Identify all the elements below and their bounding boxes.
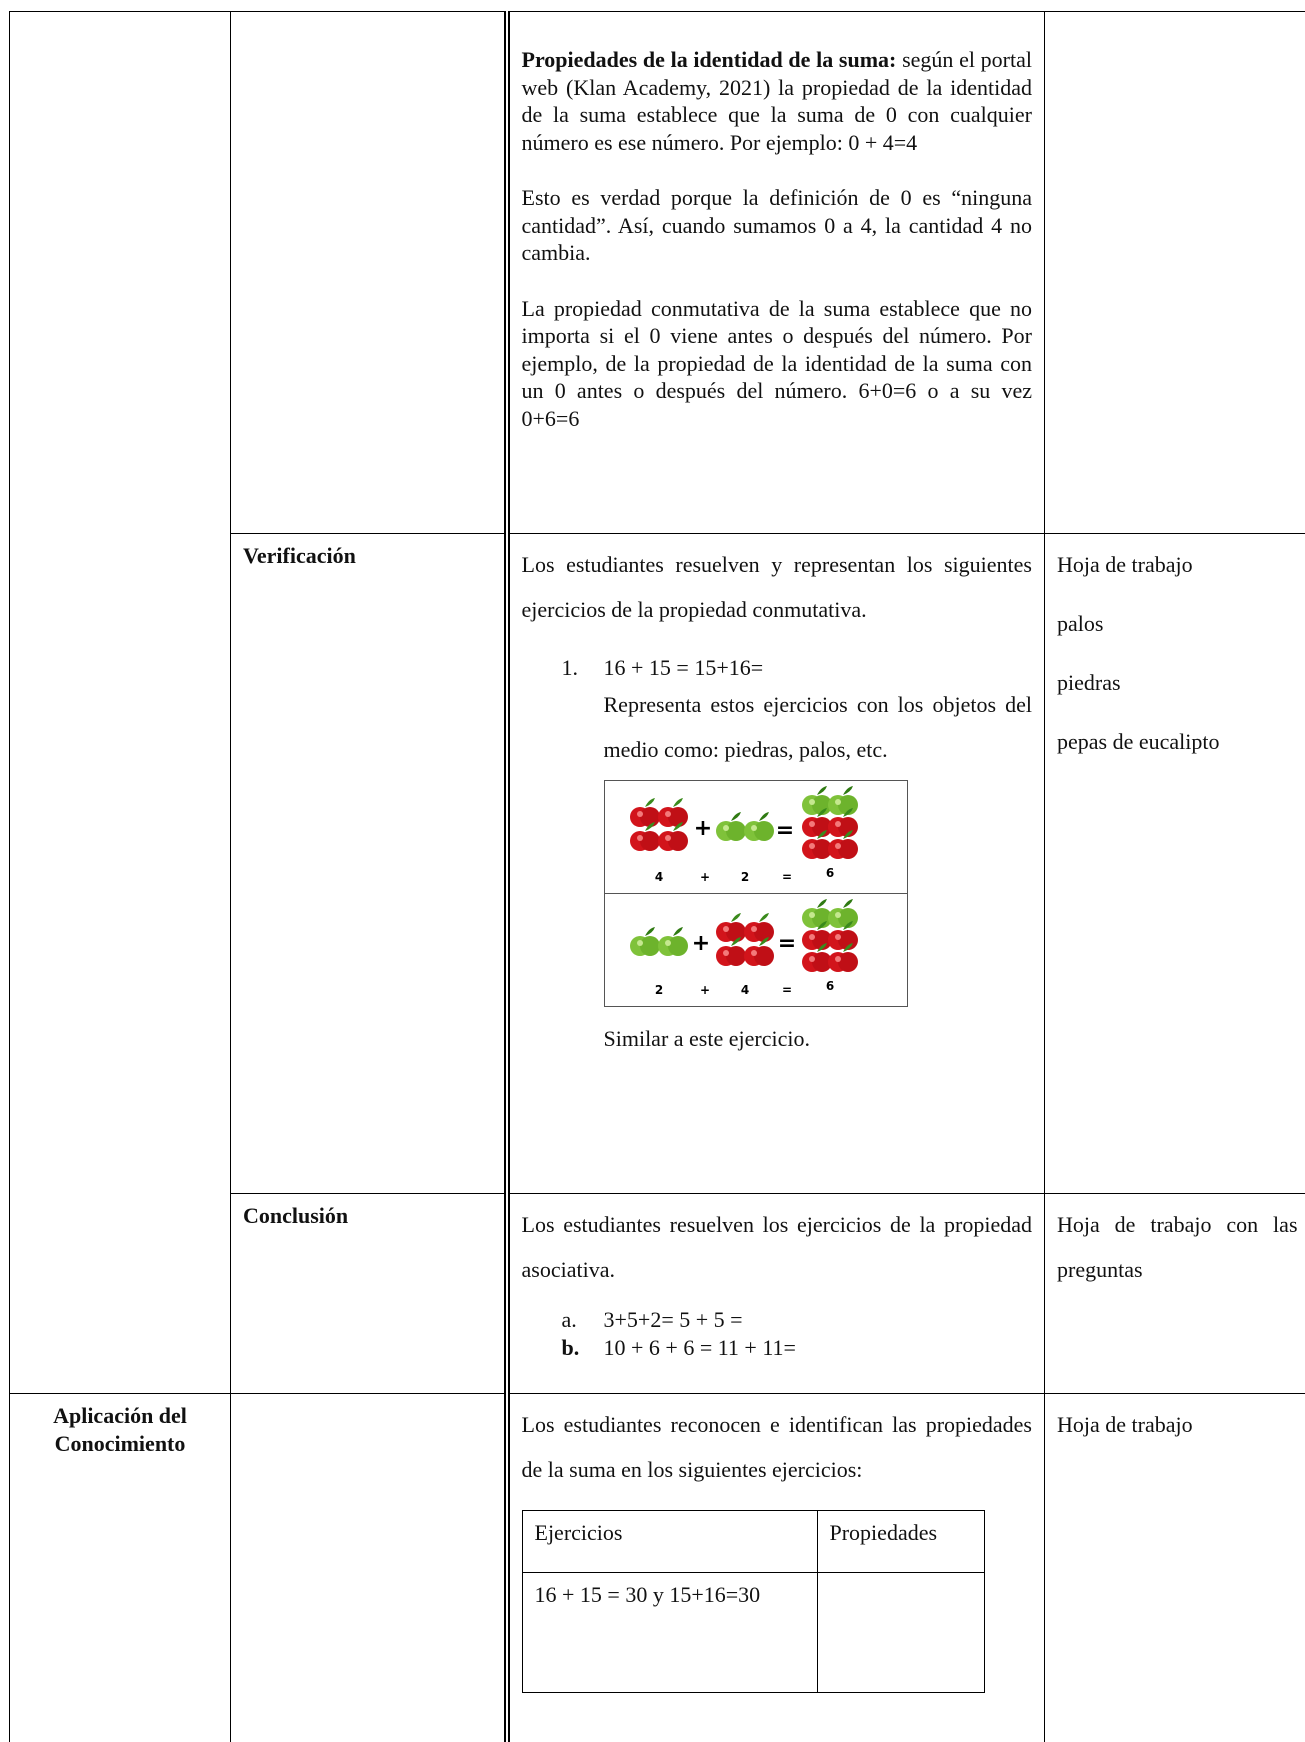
intro: Los estudiantes resuelven los ejercicios…	[521, 1212, 1033, 1283]
svg-text:+: +	[693, 816, 711, 841]
figure-panel: + = 4 + 2 = 6	[605, 781, 907, 893]
svg-text:=: =	[777, 931, 795, 956]
figure: + = 4 + 2 = 6 + = 2	[603, 779, 908, 1007]
stage-cell: Verificación	[230, 533, 507, 1194]
resources-cell: Hoja de trabajo	[1044, 1393, 1305, 1742]
resources-cell: Hoja de trabajo con las preguntas	[1044, 1193, 1305, 1394]
marker: b.	[561, 1334, 580, 1360]
figure-term: 2	[740, 870, 748, 884]
figure-panel: + = 2 + 4 = 6	[604, 892, 907, 1006]
apples: + = 4 + 2 = 6	[629, 785, 858, 884]
exercise: 3+5+2= 5 + 5 =	[603, 1307, 743, 1333]
list-item: b. 10 + 6 + 6 = 11 + 11=	[562, 1334, 1033, 1362]
figure-term: +	[699, 983, 709, 997]
figure-term: =	[781, 870, 791, 884]
resource: piedras	[1057, 670, 1121, 696]
figure-term: 2	[654, 983, 662, 997]
exercise: 10 + 6 + 6 = 11 + 11=	[603, 1334, 796, 1360]
figure-term: 4	[740, 983, 748, 997]
figure-term: =	[781, 983, 791, 997]
paragraph: La propiedad conmutativa de la suma esta…	[521, 295, 1033, 431]
activity-cell: Propiedades de la identidad de la suma: …	[503, 11, 1045, 534]
header-cell: Ejercicios	[521, 1510, 818, 1574]
figure-term: 6	[825, 866, 833, 880]
activity-cell: Los estudiantes reconocen e identifican …	[503, 1393, 1045, 1742]
phase-cell	[9, 11, 231, 1394]
intro: Los estudiantes resuelven y representan …	[521, 552, 1033, 623]
svg-text:+: +	[691, 931, 709, 956]
figure-term: 6	[825, 979, 833, 993]
note: Similar a este ejercicio.	[603, 1025, 810, 1051]
paragraph: Esto es verdad porque la definición de 0…	[521, 185, 1033, 265]
exercise-cell: 16 + 15 = 30 y 15+16=30	[521, 1572, 818, 1694]
heading: Propiedades de la identidad de la suma:	[521, 47, 897, 72]
marker: 1.	[561, 655, 579, 681]
instruction: Representa estos ejercicios con los obje…	[603, 691, 1033, 762]
stage-cell: Conclusión	[230, 1193, 507, 1394]
resources-cell: Hoja de trabajo palos piedras pepas de e…	[1044, 533, 1305, 1194]
resource: palos	[1057, 611, 1104, 637]
resource: Hoja de trabajo	[1057, 552, 1193, 577]
stage-cell	[230, 11, 507, 534]
lesson-table: Propiedades de la identidad de la suma: …	[9, 11, 1305, 1742]
figure-term: +	[699, 870, 709, 884]
activity-cell: Los estudiantes resuelven los ejercicios…	[503, 1193, 1045, 1394]
resources-cell	[1044, 11, 1305, 534]
resource: Hoja de trabajo	[1057, 1412, 1193, 1437]
paragraph: Propiedades de la identidad de la suma: …	[522, 46, 1033, 156]
exercise-table: Ejercicios Propiedades 16 + 15 = 30 y 15+…	[521, 1510, 985, 1694]
intro: Los estudiantes reconocen e identifican …	[521, 1412, 1033, 1483]
list-item: a. 3+5+2= 5 + 5 =	[562, 1306, 1033, 1334]
svg-text:=: =	[775, 818, 793, 843]
marker: a.	[561, 1307, 577, 1333]
list-item: 1. 16 + 15 = 15+16= Representa estos eje…	[562, 654, 1033, 772]
header-cell: Propiedades	[816, 1510, 985, 1574]
resource: pepas de eucalipto	[1057, 729, 1220, 755]
phase-cell: Aplicación del Conocimiento	[9, 1393, 231, 1742]
text: según el portal web (Klan Academy, 2021)…	[521, 47, 1033, 155]
figure-term: 4	[654, 870, 662, 884]
property-cell	[816, 1572, 985, 1694]
apples: + = 2 + 4 = 6	[629, 898, 858, 997]
resource: Hoja de trabajo con las preguntas	[1057, 1212, 1298, 1283]
stage-cell	[230, 1393, 507, 1742]
activity-cell: Los estudiantes resuelven y representan …	[503, 533, 1045, 1194]
exercise: 16 + 15 = 15+16=	[603, 655, 764, 681]
